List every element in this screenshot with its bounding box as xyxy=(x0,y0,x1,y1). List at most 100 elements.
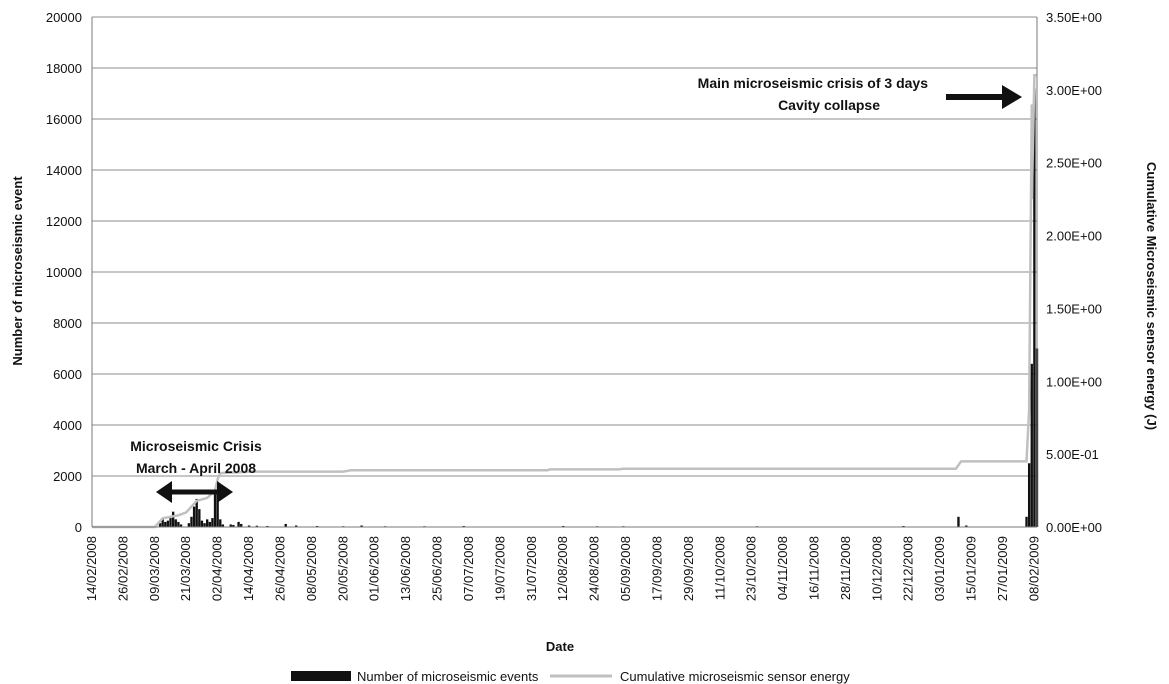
bar xyxy=(247,525,251,527)
x-tick: 21/03/2008 xyxy=(178,536,193,601)
bar xyxy=(360,525,363,527)
bar xyxy=(179,524,183,527)
bar xyxy=(315,525,319,527)
bar xyxy=(255,525,259,527)
y-tick-right: 5.00E-01 xyxy=(1046,447,1099,462)
bar xyxy=(195,498,198,527)
y-tick-right: 3.50E+00 xyxy=(1046,10,1102,25)
y-tick-left: 10000 xyxy=(46,265,82,280)
bar xyxy=(462,525,465,527)
x-tick: 29/09/2008 xyxy=(681,536,696,601)
gridlines xyxy=(92,16,1037,528)
bar xyxy=(1025,516,1028,527)
x-tick-labels: 14/02/2008 26/02/2008 09/03/2008 21/03/2008… xyxy=(84,536,1041,601)
bar xyxy=(161,519,164,527)
x-tick: 09/03/2008 xyxy=(147,536,162,601)
bar xyxy=(177,521,180,527)
bar-series xyxy=(158,88,1039,528)
bar xyxy=(208,521,211,527)
left-y-tick-labels: 0 2000 4000 6000 8000 10000 12000 14000 16000 180… xyxy=(46,10,82,535)
x-tick: 13/06/2008 xyxy=(398,536,413,601)
x-tick: 11/10/2008 xyxy=(712,536,727,600)
y-axis-left-title: Number of microseismic event xyxy=(10,176,25,366)
bar xyxy=(203,523,206,527)
bar xyxy=(200,520,204,527)
x-tick: 20/05/2008 xyxy=(335,536,350,601)
x-tick: 07/07/2008 xyxy=(461,536,476,601)
double-arrow-icon xyxy=(156,481,233,503)
bar xyxy=(190,516,193,527)
x-tick: 04/11/2008 xyxy=(775,536,790,600)
x-tick: 10/12/2008 xyxy=(869,536,884,601)
x-tick: 14/04/2008 xyxy=(241,536,256,601)
bar xyxy=(198,509,201,527)
bar xyxy=(192,506,196,527)
bar xyxy=(166,520,170,527)
x-tick: 08/05/2008 xyxy=(304,536,319,601)
y-tick-right: 0.00E+00 xyxy=(1046,520,1102,535)
bar xyxy=(171,511,175,527)
bar xyxy=(229,524,232,527)
y-tick-right: 2.50E+00 xyxy=(1046,156,1102,171)
y-tick-left: 2000 xyxy=(53,469,82,484)
y-tick-left: 20000 xyxy=(46,10,82,25)
y-tick-right: 1.00E+00 xyxy=(1046,374,1102,389)
legend: Number of microseismic events Cumulative… xyxy=(291,669,850,684)
y-tick-right: 1.50E+00 xyxy=(1046,301,1102,316)
x-tick: 22/12/2008 xyxy=(901,536,916,601)
annotation-crisis-1-line2: March - April 2008 xyxy=(136,460,256,476)
legend-bar-label: Number of microseismic events xyxy=(357,669,539,684)
annotation-crisis-1-line1: Microseismic Crisis xyxy=(130,438,262,454)
bar xyxy=(1027,463,1031,527)
bar xyxy=(221,524,225,527)
x-tick: 27/01/2009 xyxy=(995,536,1010,601)
x-tick: 14/02/2008 xyxy=(84,536,99,601)
y-tick-left: 18000 xyxy=(46,61,82,76)
y-tick-left: 12000 xyxy=(46,214,82,229)
bar xyxy=(213,493,217,527)
x-tick: 03/01/2009 xyxy=(932,536,947,601)
x-tick: 25/06/2008 xyxy=(430,536,445,601)
plot-frame xyxy=(91,17,1038,528)
arrow-right-icon xyxy=(946,85,1022,109)
x-tick: 02/04/2008 xyxy=(210,536,225,601)
bar xyxy=(174,519,177,527)
y-axis-right-title: Cumulative Microseismic sensor energy (J… xyxy=(1144,162,1159,430)
bar xyxy=(240,523,243,527)
bar xyxy=(1033,88,1036,528)
bar xyxy=(206,519,209,527)
x-tick: 26/02/2008 xyxy=(115,536,130,601)
y-tick-left: 16000 xyxy=(46,112,82,127)
x-tick: 12/08/2008 xyxy=(555,536,570,601)
annotation-crisis-2-line2: Cavity collapse xyxy=(778,97,880,113)
legend-line-label: Cumulative microseismic sensor energy xyxy=(620,669,850,684)
x-tick: 15/01/2009 xyxy=(964,536,979,601)
y-tick-right: 2.00E+00 xyxy=(1046,229,1102,244)
bar xyxy=(219,519,222,527)
x-tick: 26/04/2008 xyxy=(272,536,287,601)
y-tick-right: 3.00E+00 xyxy=(1046,83,1102,98)
x-axis-title: Date xyxy=(546,639,574,654)
bar xyxy=(237,521,240,527)
x-tick: 08/02/2009 xyxy=(1026,536,1041,601)
y-tick-left: 8000 xyxy=(53,316,82,331)
bar xyxy=(562,525,565,527)
bar xyxy=(232,524,235,527)
legend-bar-swatch xyxy=(291,671,351,681)
x-tick: 16/11/2008 xyxy=(806,536,821,600)
x-tick: 05/09/2008 xyxy=(618,536,633,601)
bar xyxy=(169,518,172,527)
bar xyxy=(216,490,219,527)
x-tick: 23/10/2008 xyxy=(744,536,759,601)
x-tick: 24/08/2008 xyxy=(587,536,602,601)
bar xyxy=(284,523,287,527)
right-y-tick-labels: 0.00E+00 5.00E-01 1.00E+00 1.50E+00 2.00E+00… xyxy=(1046,10,1102,535)
bar xyxy=(965,525,968,527)
bar xyxy=(187,523,191,527)
annotation-crisis-2-line1: Main microseismic crisis of 3 days xyxy=(698,75,929,91)
y-tick-left: 4000 xyxy=(53,418,82,433)
x-tick: 31/07/2008 xyxy=(524,536,539,601)
x-tick: 19/07/2008 xyxy=(492,536,507,601)
bar xyxy=(158,523,162,527)
